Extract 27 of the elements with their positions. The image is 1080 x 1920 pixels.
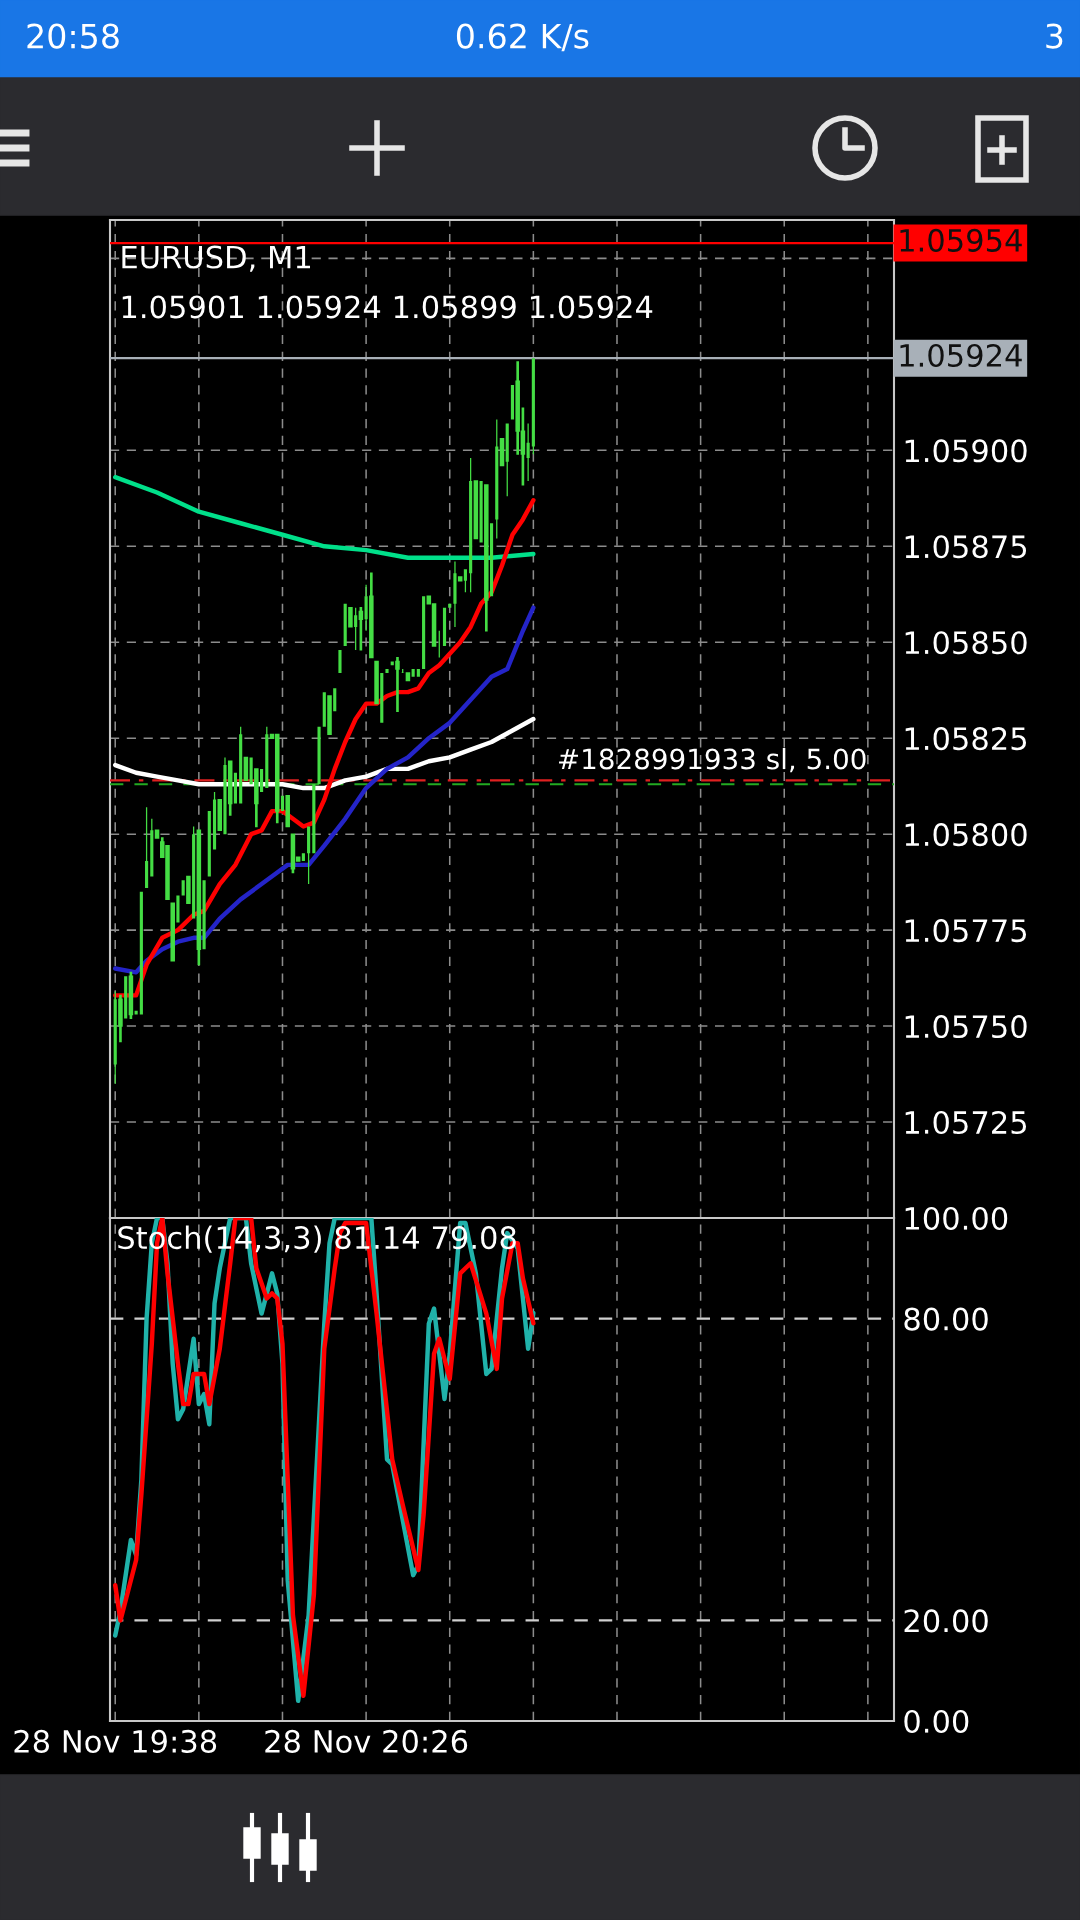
y-tick-label: 0.00 [904,1709,969,1734]
y-tick-label: 1.05875 [905,535,1027,559]
candlestick [395,656,400,713]
text: 1.05901 1.05924 1.05899 1.05924 [122,295,653,319]
y-tick-label: 100.00 [905,1206,1008,1231]
y-tick-label: 1.05800 [905,823,1027,847]
text: 3 [1046,23,1063,49]
y-tick-label: 1.05750 [905,1015,1027,1039]
x-tick-label: 28 Nov 19:38 [14,1729,217,1753]
ref-line-label: 1.05924 [900,343,1022,368]
y-tick-label: 20.00 [904,1609,988,1633]
y-tick-label: 1.05850 [905,631,1027,655]
y-tick-label: 1.05775 [905,919,1027,943]
y-tick-label: 1.05900 [905,439,1027,463]
candlestick [385,669,389,673]
line-series [113,474,536,560]
x-tick-label: 28 Nov 20:26 [265,1729,468,1753]
text: EURUSD, M1 [122,245,311,272]
candlestick [317,726,321,785]
y-tick-label: 1.05725 [905,1110,1027,1135]
y-tick-label: 1.05825 [905,727,1027,751]
text: 20:58 [27,23,119,49]
candlestick [338,649,342,673]
ref-line-label: 1.05954 [900,228,1022,252]
ref-line-label: #1828991933 sl, 5.00 [559,747,866,773]
y-tick-label: 80.00 [904,1307,988,1331]
text: 0.62 K/s [456,23,589,52]
